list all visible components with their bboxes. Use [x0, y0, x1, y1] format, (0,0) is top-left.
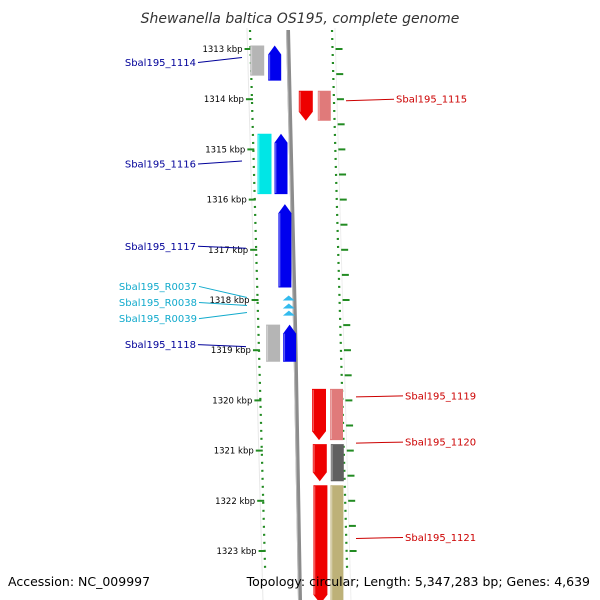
- gene-arrow-salmon: [330, 388, 343, 441]
- gene-label: Sbal195_1118: [125, 340, 196, 351]
- gene-label: Sbal195_1117: [125, 242, 196, 253]
- scale-tick-label: 1321 kbp: [214, 447, 254, 457]
- gene-label-leader: [198, 285, 248, 298]
- gene-arrow-red: [312, 388, 326, 441]
- gene-arrow-light_blue: [282, 310, 295, 316]
- gene-arrow-dark_gray: [330, 444, 344, 482]
- gene-arrow-red: [298, 90, 313, 121]
- gene-arrow-blue: [283, 324, 297, 362]
- gene-features: [250, 45, 344, 600]
- genome-backbone-highlight: [286, 29, 299, 600]
- scale-tick-label: 1319 kbp: [211, 346, 251, 356]
- map-title: Shewanella baltica OS195, complete genom…: [141, 11, 460, 27]
- scale-tick-label: 1316 kbp: [207, 196, 247, 206]
- gene-label: Sbal195_1121: [405, 533, 476, 544]
- gene-label: Sbal195_1115: [396, 95, 467, 106]
- gene-arrow-red: [313, 485, 328, 600]
- gene-label: Sbal195_R0039: [119, 314, 197, 325]
- scale-tick-label: 1318 kbp: [209, 296, 249, 306]
- gene-label-leader: [197, 57, 243, 64]
- gene-label: Sbal195_1120: [405, 438, 476, 449]
- gene-arrow-cyan: [257, 133, 272, 195]
- gene-label-leader: [197, 160, 243, 165]
- gene-label-leader: [355, 395, 404, 398]
- gene-label: Sbal195_R0038: [119, 298, 197, 309]
- gene-arrow-gray: [250, 45, 265, 76]
- gene-arrow-khaki: [330, 485, 344, 600]
- gene-label-leader: [198, 302, 248, 307]
- scale-tick-label: 1314 kbp: [204, 95, 244, 105]
- scale-tick-label: 1320 kbp: [212, 396, 252, 406]
- gene-arrow-blue: [274, 133, 288, 195]
- gene-label-leader: [355, 536, 404, 539]
- gene-arrow-light_blue: [282, 303, 295, 309]
- gene-arrow-salmon: [317, 90, 331, 121]
- gene-label: Sbal195_R0037: [119, 282, 197, 293]
- scale-ticks: 1313 kbp 1314 kbp 1315 kbp 1316 kbp 1317 kbp…: [202, 29, 357, 573]
- genome-backbone: [286, 29, 302, 600]
- gene-arrow-red: [312, 444, 327, 482]
- gene-arrow-gray: [266, 324, 281, 362]
- scale-tick-label: 1322 kbp: [215, 497, 255, 507]
- accession-text: Accession: NC_009997: [8, 574, 150, 589]
- scale-tick-label: 1315 kbp: [205, 145, 245, 155]
- gene-label-leader: [198, 312, 248, 320]
- gene-labels: Sbal195_1114 Sbal195_1115 Sbal195_1116 Sbal…: [119, 57, 476, 544]
- scale-tick-label: 1317 kbp: [208, 246, 248, 256]
- gene-label: Sbal195_1119: [405, 391, 476, 402]
- gene-label-leader: [197, 344, 247, 348]
- scale-tick-label: 1313 kbp: [202, 45, 242, 55]
- gene-label-leader: [197, 245, 247, 249]
- gene-arrow-blue: [278, 204, 292, 288]
- gene-label: Sbal195_1116: [125, 159, 196, 170]
- title-backdrop: [0, 0, 600, 28]
- gene-arrow-blue: [268, 45, 282, 81]
- gene-label: Sbal195_1114: [125, 58, 196, 69]
- gene-label-leader: [355, 441, 404, 444]
- gene-arrow-light_blue: [282, 295, 295, 301]
- topology-text: Topology: circular; Length: 5,347,283 bp…: [246, 574, 590, 589]
- scale-tick-label: 1323 kbp: [217, 547, 257, 557]
- gene-label-leader: [345, 98, 395, 102]
